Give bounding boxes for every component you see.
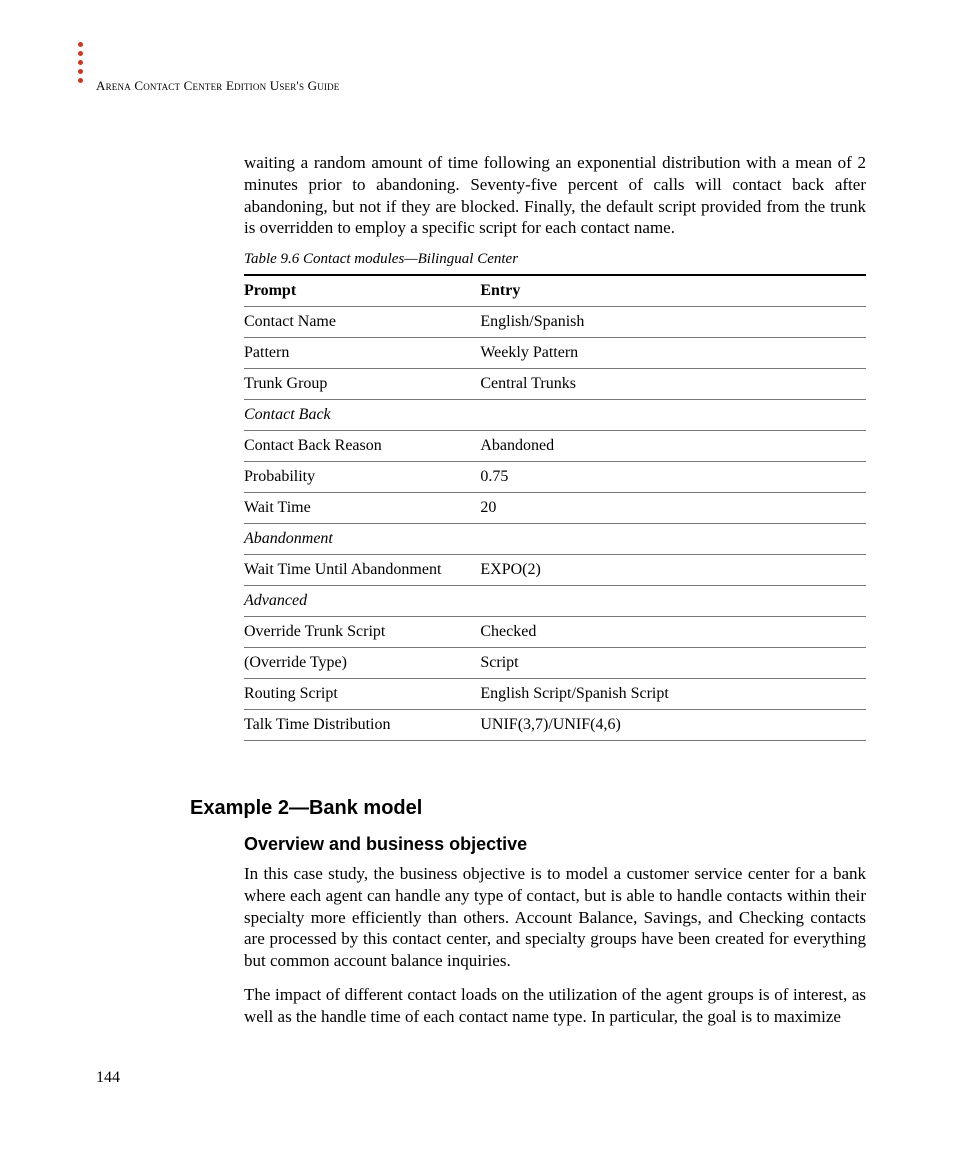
table-header-row: Prompt Entry (244, 275, 866, 307)
bullet-icon (78, 60, 83, 65)
bullet-icon (78, 42, 83, 47)
body-paragraph: In this case study, the business objecti… (244, 863, 866, 972)
table-cell-prompt: Probability (244, 462, 480, 493)
contact-modules-table: Prompt Entry Contact NameEnglish/Spanish… (244, 274, 866, 741)
table-row: Trunk GroupCentral Trunks (244, 369, 866, 400)
table-row: Wait Time20 (244, 493, 866, 524)
table-row: Contact Back (244, 400, 866, 431)
table-cell-prompt: (Override Type) (244, 648, 480, 679)
table-cell-prompt: Routing Script (244, 679, 480, 710)
column-header-entry: Entry (480, 275, 866, 307)
body-paragraph: The impact of different contact loads on… (244, 984, 866, 1028)
table-row: Wait Time Until AbandonmentEXPO(2) (244, 555, 866, 586)
margin-bullets (78, 42, 83, 83)
table-cell-entry: 20 (480, 493, 866, 524)
table-row: Contact Back ReasonAbandoned (244, 431, 866, 462)
page-number: 144 (96, 1069, 120, 1087)
table-row: Contact NameEnglish/Spanish (244, 307, 866, 338)
table-cell-entry: EXPO(2) (480, 555, 866, 586)
column-header-prompt: Prompt (244, 275, 480, 307)
bullet-icon (78, 78, 83, 83)
table-cell-prompt: Pattern (244, 338, 480, 369)
table-row: Advanced (244, 586, 866, 617)
page-content: waiting a random amount of time followin… (244, 152, 866, 1039)
table-cell-entry: 0.75 (480, 462, 866, 493)
table-cell-entry: Weekly Pattern (480, 338, 866, 369)
table-cell-prompt: Contact Back Reason (244, 431, 480, 462)
table-cell-entry (480, 400, 866, 431)
body-paragraph: waiting a random amount of time followin… (244, 152, 866, 239)
table-cell-prompt: Talk Time Distribution (244, 710, 480, 741)
table-row: Probability0.75 (244, 462, 866, 493)
table-row: (Override Type)Script (244, 648, 866, 679)
table-cell-entry: English/Spanish (480, 307, 866, 338)
table-cell-prompt: Wait Time (244, 493, 480, 524)
table-cell-prompt: Trunk Group (244, 369, 480, 400)
bullet-icon (78, 51, 83, 56)
table-cell-entry: Script (480, 648, 866, 679)
table-cell-entry (480, 586, 866, 617)
table-row: Routing ScriptEnglish Script/Spanish Scr… (244, 679, 866, 710)
table-cell-prompt: Wait Time Until Abandonment (244, 555, 480, 586)
table-row: Override Trunk ScriptChecked (244, 617, 866, 648)
table-cell-entry: Abandoned (480, 431, 866, 462)
table-caption: Table 9.6 Contact modules—Bilingual Cent… (244, 251, 866, 268)
table-cell-entry: UNIF(3,7)/UNIF(4,6) (480, 710, 866, 741)
table-cell-prompt: Abandonment (244, 524, 480, 555)
table-cell-entry: Checked (480, 617, 866, 648)
heading-example-2: Example 2—Bank model (190, 797, 866, 820)
table-cell-prompt: Contact Name (244, 307, 480, 338)
table-row: Talk Time DistributionUNIF(3,7)/UNIF(4,6… (244, 710, 866, 741)
table-cell-prompt: Contact Back (244, 400, 480, 431)
table-cell-entry: English Script/Spanish Script (480, 679, 866, 710)
heading-overview: Overview and business objective (244, 834, 866, 855)
bullet-icon (78, 69, 83, 74)
table-cell-entry (480, 524, 866, 555)
table-row: Abandonment (244, 524, 866, 555)
table-cell-prompt: Override Trunk Script (244, 617, 480, 648)
table-cell-entry: Central Trunks (480, 369, 866, 400)
table-cell-prompt: Advanced (244, 586, 480, 617)
table-row: PatternWeekly Pattern (244, 338, 866, 369)
running-header: Arena Contact Center Edition User's Guid… (96, 78, 340, 94)
